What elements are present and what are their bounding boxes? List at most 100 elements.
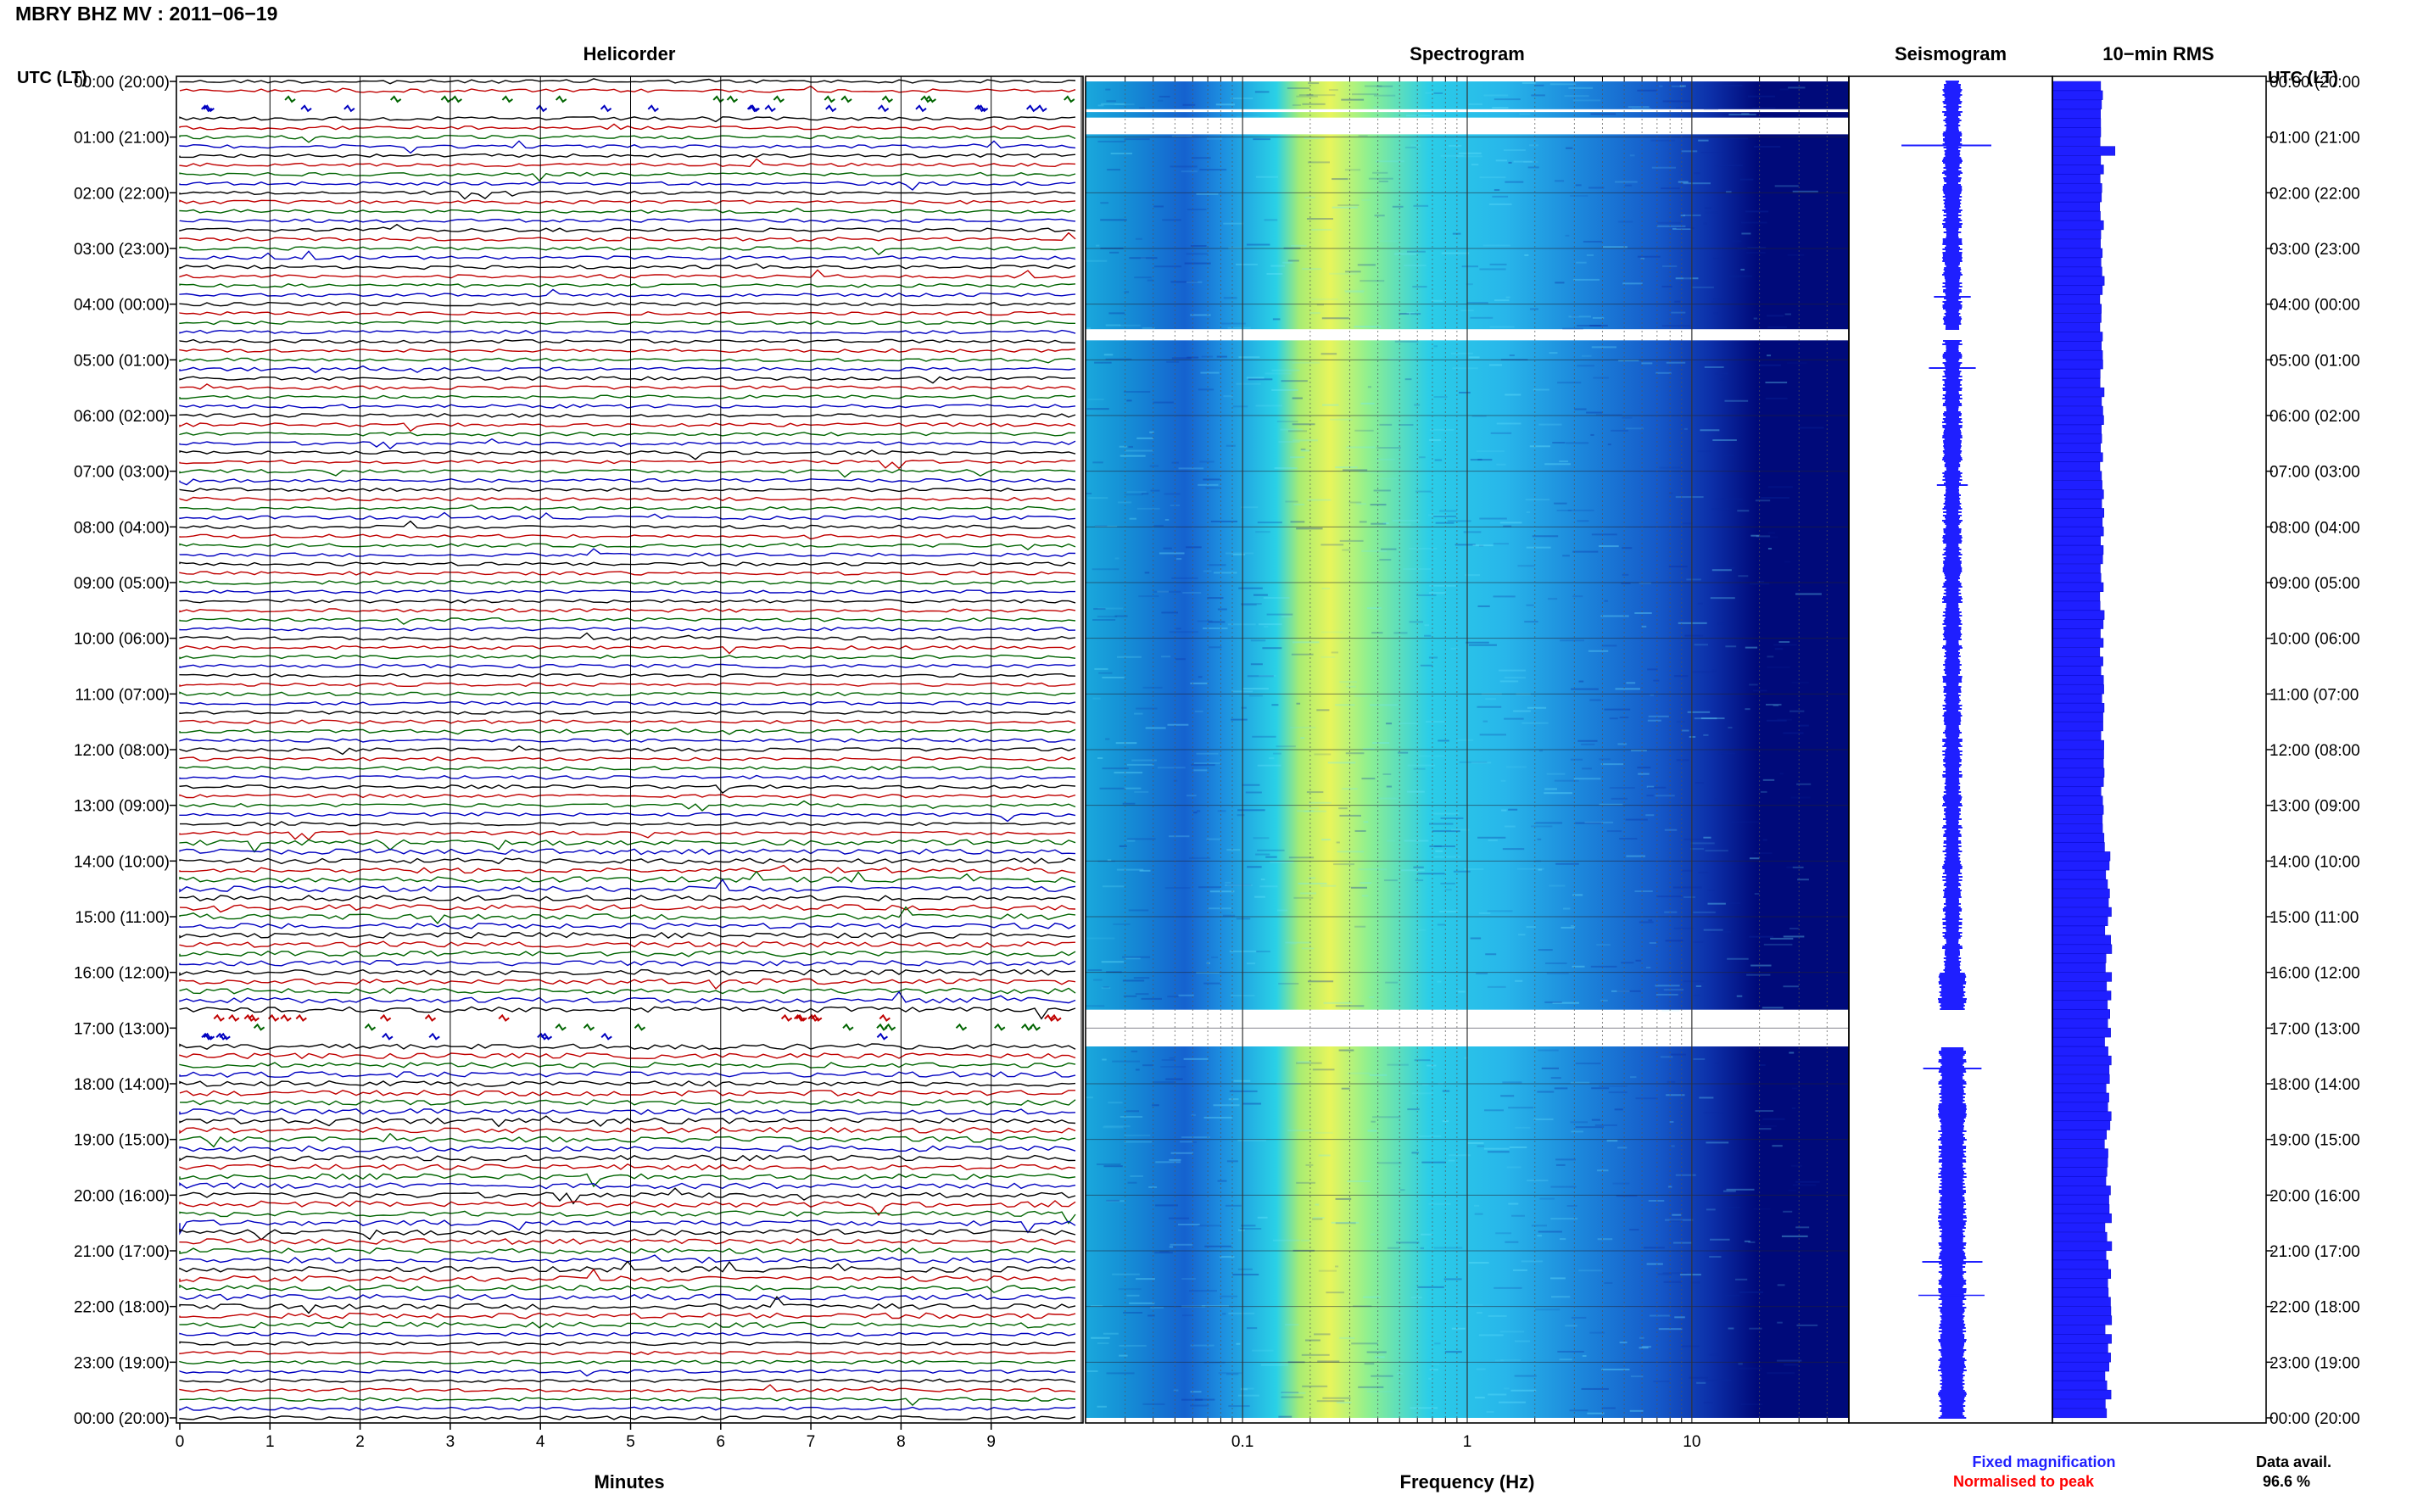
spectrogram-texture xyxy=(1515,979,1523,982)
spectrogram-texture xyxy=(1122,956,1151,958)
spectrogram-texture xyxy=(1379,423,1393,426)
spectrogram-texture xyxy=(1379,559,1392,561)
spectrogram-texture xyxy=(1756,580,1765,583)
spectrogram-texture xyxy=(1139,107,1145,109)
spectrogram-texture xyxy=(1646,1263,1663,1265)
spectrogram-texture xyxy=(1710,597,1735,600)
spectrogram-texture xyxy=(1253,138,1270,141)
spectrogram-texture xyxy=(1125,449,1153,452)
spectrogram-texture xyxy=(1635,1097,1658,1100)
spectrogram-texture xyxy=(1186,546,1202,549)
helicorder-trace xyxy=(179,990,1076,1004)
helicorder-trace xyxy=(179,269,1076,279)
spectrogram-texture xyxy=(1420,664,1433,667)
spectrogram-texture xyxy=(1422,1084,1429,1086)
spectrogram-texture xyxy=(1500,779,1506,782)
spectrogram-texture xyxy=(1247,675,1274,678)
helicorder-trace xyxy=(179,1210,1076,1225)
spectrogram-texture xyxy=(1755,1110,1774,1113)
spectrogram-texture xyxy=(1341,1087,1350,1090)
spectrogram-texture xyxy=(1281,1396,1304,1398)
spectrogram-texture xyxy=(1708,1353,1720,1356)
helicorder-trace xyxy=(179,320,1075,326)
spectrogram-texture xyxy=(1106,100,1116,103)
spectrogram-texture xyxy=(1590,113,1616,115)
spectrogram-texture xyxy=(1455,1303,1483,1306)
spectrogram-texture xyxy=(1433,1247,1463,1249)
spectrogram-texture xyxy=(1301,1353,1330,1356)
spectrogram-texture xyxy=(1671,311,1686,314)
spectrogram-texture xyxy=(1427,514,1448,516)
spectrogram-texture xyxy=(1332,178,1348,181)
spectrogram-texture xyxy=(1581,1387,1609,1390)
spectrogram-texture xyxy=(1190,1404,1209,1407)
helicorder-trace xyxy=(179,700,1076,706)
spectrogram-texture xyxy=(1339,814,1361,817)
helicorder-trace xyxy=(179,1163,1076,1171)
helicorder-trace xyxy=(179,793,1076,799)
spectrogram-texture xyxy=(1432,830,1460,833)
helicorder-trace xyxy=(179,181,1076,191)
spectrogram-texture xyxy=(1736,995,1743,997)
spectrogram-texture xyxy=(1639,921,1654,923)
spectrogram-texture xyxy=(1483,1147,1510,1150)
spectrogram-texture xyxy=(1575,1126,1605,1129)
spectrogram-texture xyxy=(1695,985,1702,988)
spectrogram-texture xyxy=(1668,566,1688,568)
spectrogram-texture xyxy=(1432,1363,1440,1365)
spectrogram-texture xyxy=(1268,757,1275,760)
spectrogram-texture xyxy=(1399,523,1411,526)
rms-bar xyxy=(2052,962,2106,973)
helicorder-x-tick-label: 7 xyxy=(807,1433,816,1451)
spectrogram-texture xyxy=(1198,1225,1221,1227)
spectrogram-texture xyxy=(1724,399,1749,402)
spectrogram-texture xyxy=(1208,621,1226,623)
spectrogram-texture xyxy=(1546,773,1566,775)
spectrogram-texture xyxy=(1547,598,1558,600)
spectrogram-texture xyxy=(1550,1186,1577,1188)
spectrogram-texture xyxy=(1142,326,1155,329)
spectrogram-texture xyxy=(1296,95,1318,98)
spectrogram-texture xyxy=(1476,1368,1486,1370)
spectrogram-texture xyxy=(1561,926,1575,929)
spectrogram-texture xyxy=(1433,345,1438,348)
spectrogram-texture xyxy=(1672,227,1691,230)
spectrogram-texture xyxy=(1333,863,1355,866)
spectrogram-texture xyxy=(1206,838,1220,840)
spectrogram-texture xyxy=(1217,1180,1227,1182)
spectrogram-texture xyxy=(1458,990,1466,993)
spectrogram-texture xyxy=(1296,1062,1322,1064)
spectrogram-texture xyxy=(1779,88,1789,91)
helicorder-trace-fragment xyxy=(1036,104,1047,113)
spectrogram-texture xyxy=(1711,300,1722,303)
helicorder-trace xyxy=(179,1126,1076,1135)
helicorder-trace xyxy=(179,1260,1076,1273)
spectrogram-texture xyxy=(1160,656,1171,658)
spectrogram-texture xyxy=(1226,884,1252,886)
spectrogram-texture xyxy=(1434,845,1442,847)
spectrogram-texture xyxy=(1304,810,1326,812)
spectrogram-texture xyxy=(1504,677,1526,679)
spectrogram-texture xyxy=(1159,552,1185,555)
rms-bar xyxy=(2052,1092,2109,1102)
spectrogram-texture xyxy=(1386,785,1393,788)
spectrogram-texture xyxy=(1371,632,1383,634)
helicorder-trace-fragment xyxy=(825,104,837,113)
helicorder-trace xyxy=(179,1080,1076,1088)
spectrogram-texture xyxy=(1503,525,1512,527)
helicorder-trace-fragment xyxy=(712,95,724,103)
rms-bar xyxy=(2052,711,2103,723)
spectrogram-texture xyxy=(1646,785,1655,788)
helicorder-trace xyxy=(179,1415,1076,1420)
spectrogram-texture xyxy=(1502,1081,1522,1084)
spectrogram-texture xyxy=(1103,1126,1124,1129)
spectrogram-texture xyxy=(1770,937,1794,940)
spectrogram-texture xyxy=(1410,1297,1422,1299)
helicorder-trace-fragment xyxy=(955,1023,968,1031)
spectrogram-texture xyxy=(1126,763,1154,766)
spectrogram-texture xyxy=(1413,767,1426,770)
helicorder-trace xyxy=(179,218,1076,223)
spectrogram-texture xyxy=(1470,937,1482,940)
spectrogram-texture xyxy=(1571,1130,1583,1133)
spectrogram-texture xyxy=(1496,422,1521,425)
